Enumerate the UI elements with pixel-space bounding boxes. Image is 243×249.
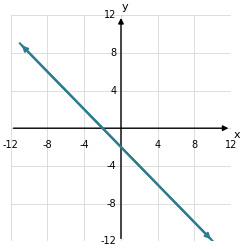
Text: 12: 12 (225, 140, 237, 150)
Text: -4: -4 (107, 161, 116, 171)
Text: -12: -12 (101, 236, 116, 246)
Text: -8: -8 (107, 198, 116, 209)
Text: y: y (121, 2, 128, 12)
Text: -8: -8 (43, 140, 52, 150)
Text: 8: 8 (110, 48, 116, 58)
Text: 8: 8 (191, 140, 198, 150)
Text: -4: -4 (79, 140, 89, 150)
Text: 4: 4 (155, 140, 161, 150)
Text: -12: -12 (3, 140, 19, 150)
Text: 4: 4 (110, 85, 116, 96)
Text: 12: 12 (104, 10, 116, 20)
Text: x: x (234, 130, 241, 140)
